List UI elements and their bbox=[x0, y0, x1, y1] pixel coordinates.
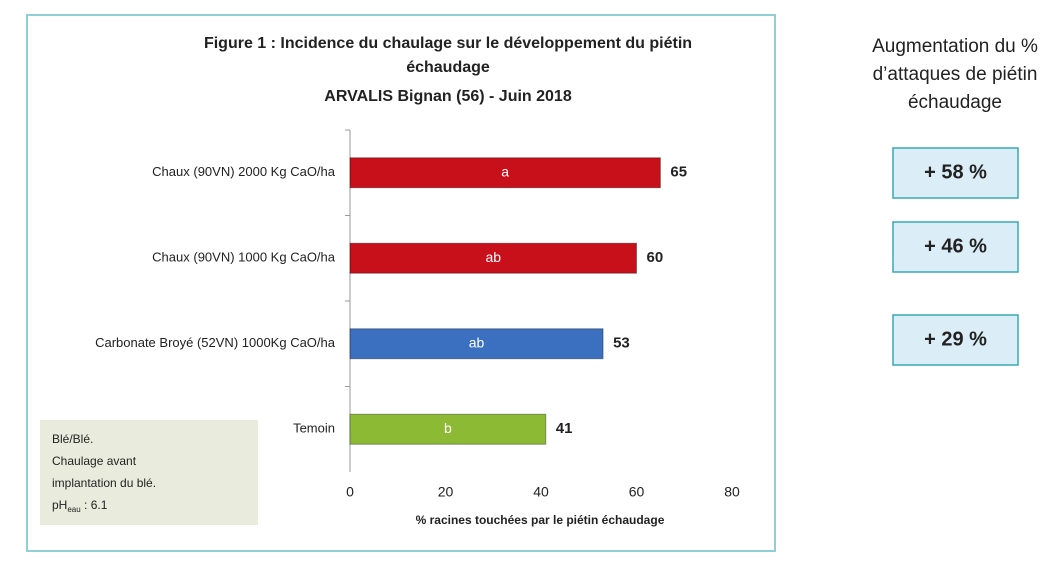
x-tick-label: 0 bbox=[346, 484, 354, 500]
x-tick-label: 40 bbox=[533, 484, 549, 500]
x-tick-label: 60 bbox=[629, 484, 645, 500]
note-ph-sub: eau bbox=[67, 505, 80, 514]
side-box-text: + 29 % bbox=[924, 328, 987, 350]
x-tick-label: 80 bbox=[724, 484, 740, 500]
x-tick-label: 20 bbox=[438, 484, 454, 500]
note-ph: pHeau : 6.1 bbox=[52, 498, 108, 514]
side-box-text: + 46 % bbox=[924, 235, 987, 257]
side-title: d’attaques de piétin bbox=[873, 64, 1038, 85]
chart-title: Figure 1 : Incidence du chaulage sur le … bbox=[204, 35, 692, 52]
y-tick-label: Chaux (90VN) 1000 Kg CaO/ha bbox=[152, 250, 336, 265]
side-title: Augmentation du % bbox=[872, 36, 1038, 57]
chart-title: ARVALIS Bignan (56) - Juin 2018 bbox=[324, 88, 572, 105]
chart-title: échaudage bbox=[406, 59, 490, 76]
note-ph-rest: : 6.1 bbox=[81, 498, 108, 512]
y-tick-label: Chaux (90VN) 2000 Kg CaO/ha bbox=[152, 164, 336, 179]
page: pHeau : 6.1 % racines touchées par le pi… bbox=[0, 0, 1063, 559]
note-line: implantation du blé. bbox=[52, 476, 156, 490]
value-label: 53 bbox=[613, 335, 630, 352]
chart: pHeau : 6.1 % racines touchées par le pi… bbox=[0, 0, 1063, 559]
bar-letter: b bbox=[444, 420, 452, 436]
bar-letter: a bbox=[501, 163, 509, 179]
bar-letter: ab bbox=[485, 249, 501, 265]
y-tick-label: Carbonate Broyé (52VN) 1000Kg CaO/ha bbox=[95, 335, 336, 350]
value-label: 41 bbox=[556, 420, 573, 437]
value-label: 65 bbox=[670, 164, 687, 181]
note-line: Chaulage avant bbox=[52, 454, 137, 468]
value-label: 60 bbox=[647, 249, 664, 266]
y-tick-label: Temoin bbox=[293, 421, 335, 436]
x-axis-title: % racines touchées par le piétin échauda… bbox=[416, 513, 665, 527]
note-line: Blé/Blé. bbox=[52, 432, 93, 446]
side-box-text: + 58 % bbox=[924, 161, 987, 183]
side-title: échaudage bbox=[908, 92, 1002, 113]
note-ph-text: pH bbox=[52, 498, 67, 512]
bar-letter: ab bbox=[469, 334, 485, 350]
